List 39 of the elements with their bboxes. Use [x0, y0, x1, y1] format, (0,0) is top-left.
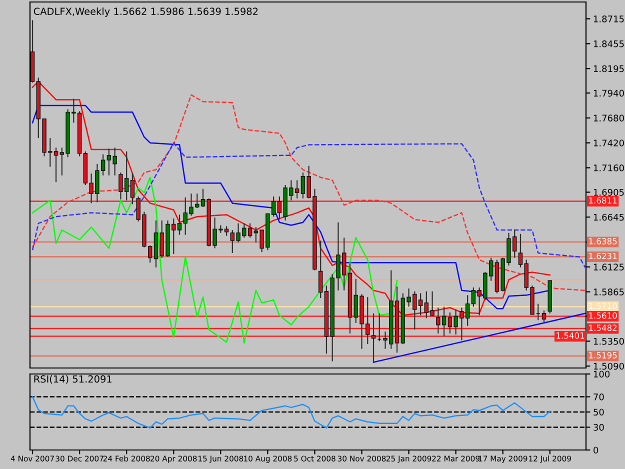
candlestick	[371, 312, 376, 363]
y-tick-label: 1.8195	[594, 65, 624, 72]
ref-line-label: 1.6811	[589, 197, 617, 204]
y-tick-label: 1.7160	[594, 164, 624, 172]
candlestick	[518, 233, 523, 268]
y-tick-label: 1.5865	[594, 288, 624, 296]
candlestick	[130, 172, 135, 205]
ref-line-label: 1.5610	[589, 312, 617, 319]
ref-line-label: 1.6385	[589, 238, 617, 244]
ref-line-label: 1.5195	[589, 352, 617, 358]
candlestick	[200, 188, 206, 208]
line-series	[32, 176, 398, 344]
ref-line-label: 1.6231	[589, 252, 617, 260]
y-tick-label: 1.6905	[594, 188, 624, 196]
text: CADLFX,Weekly 1.5662 1.5986 1.5639 1.5982	[34, 7, 258, 17]
y-tick-label: 1.6645	[594, 214, 624, 221]
y-tick-label: 0	[594, 446, 598, 454]
ref-line-label: 1.5710	[589, 302, 617, 310]
y-tick-label: 1.6125	[594, 264, 624, 270]
y-tick-label: 70	[594, 394, 604, 400]
y-tick-label: 1.8455	[594, 40, 624, 48]
candlestick	[542, 310, 546, 323]
y-tick-label: 50	[594, 408, 604, 416]
y-tick-label: 1.5090	[594, 362, 624, 370]
chart-title: RSI(14) 51.2091	[34, 375, 112, 384]
y-tick-label: 100	[594, 370, 610, 378]
line-series	[32, 94, 586, 292]
y-tick-label: 30	[594, 424, 604, 431]
y-tick-label: 1.7680	[594, 114, 624, 122]
candlestick	[318, 240, 323, 299]
ref-line-label: 1.5401	[556, 332, 584, 339]
y-tick-label: 1.7940	[594, 90, 624, 97]
line-series	[32, 396, 551, 429]
candlestick	[177, 214, 182, 236]
y-tick-label: 1.7420	[594, 140, 624, 146]
y-tick-label: 1.5350	[594, 338, 624, 345]
line-series	[32, 142, 586, 268]
ref-line-label: 1.5482	[589, 324, 617, 331]
y-tick-label: 1.8715	[594, 15, 624, 22]
